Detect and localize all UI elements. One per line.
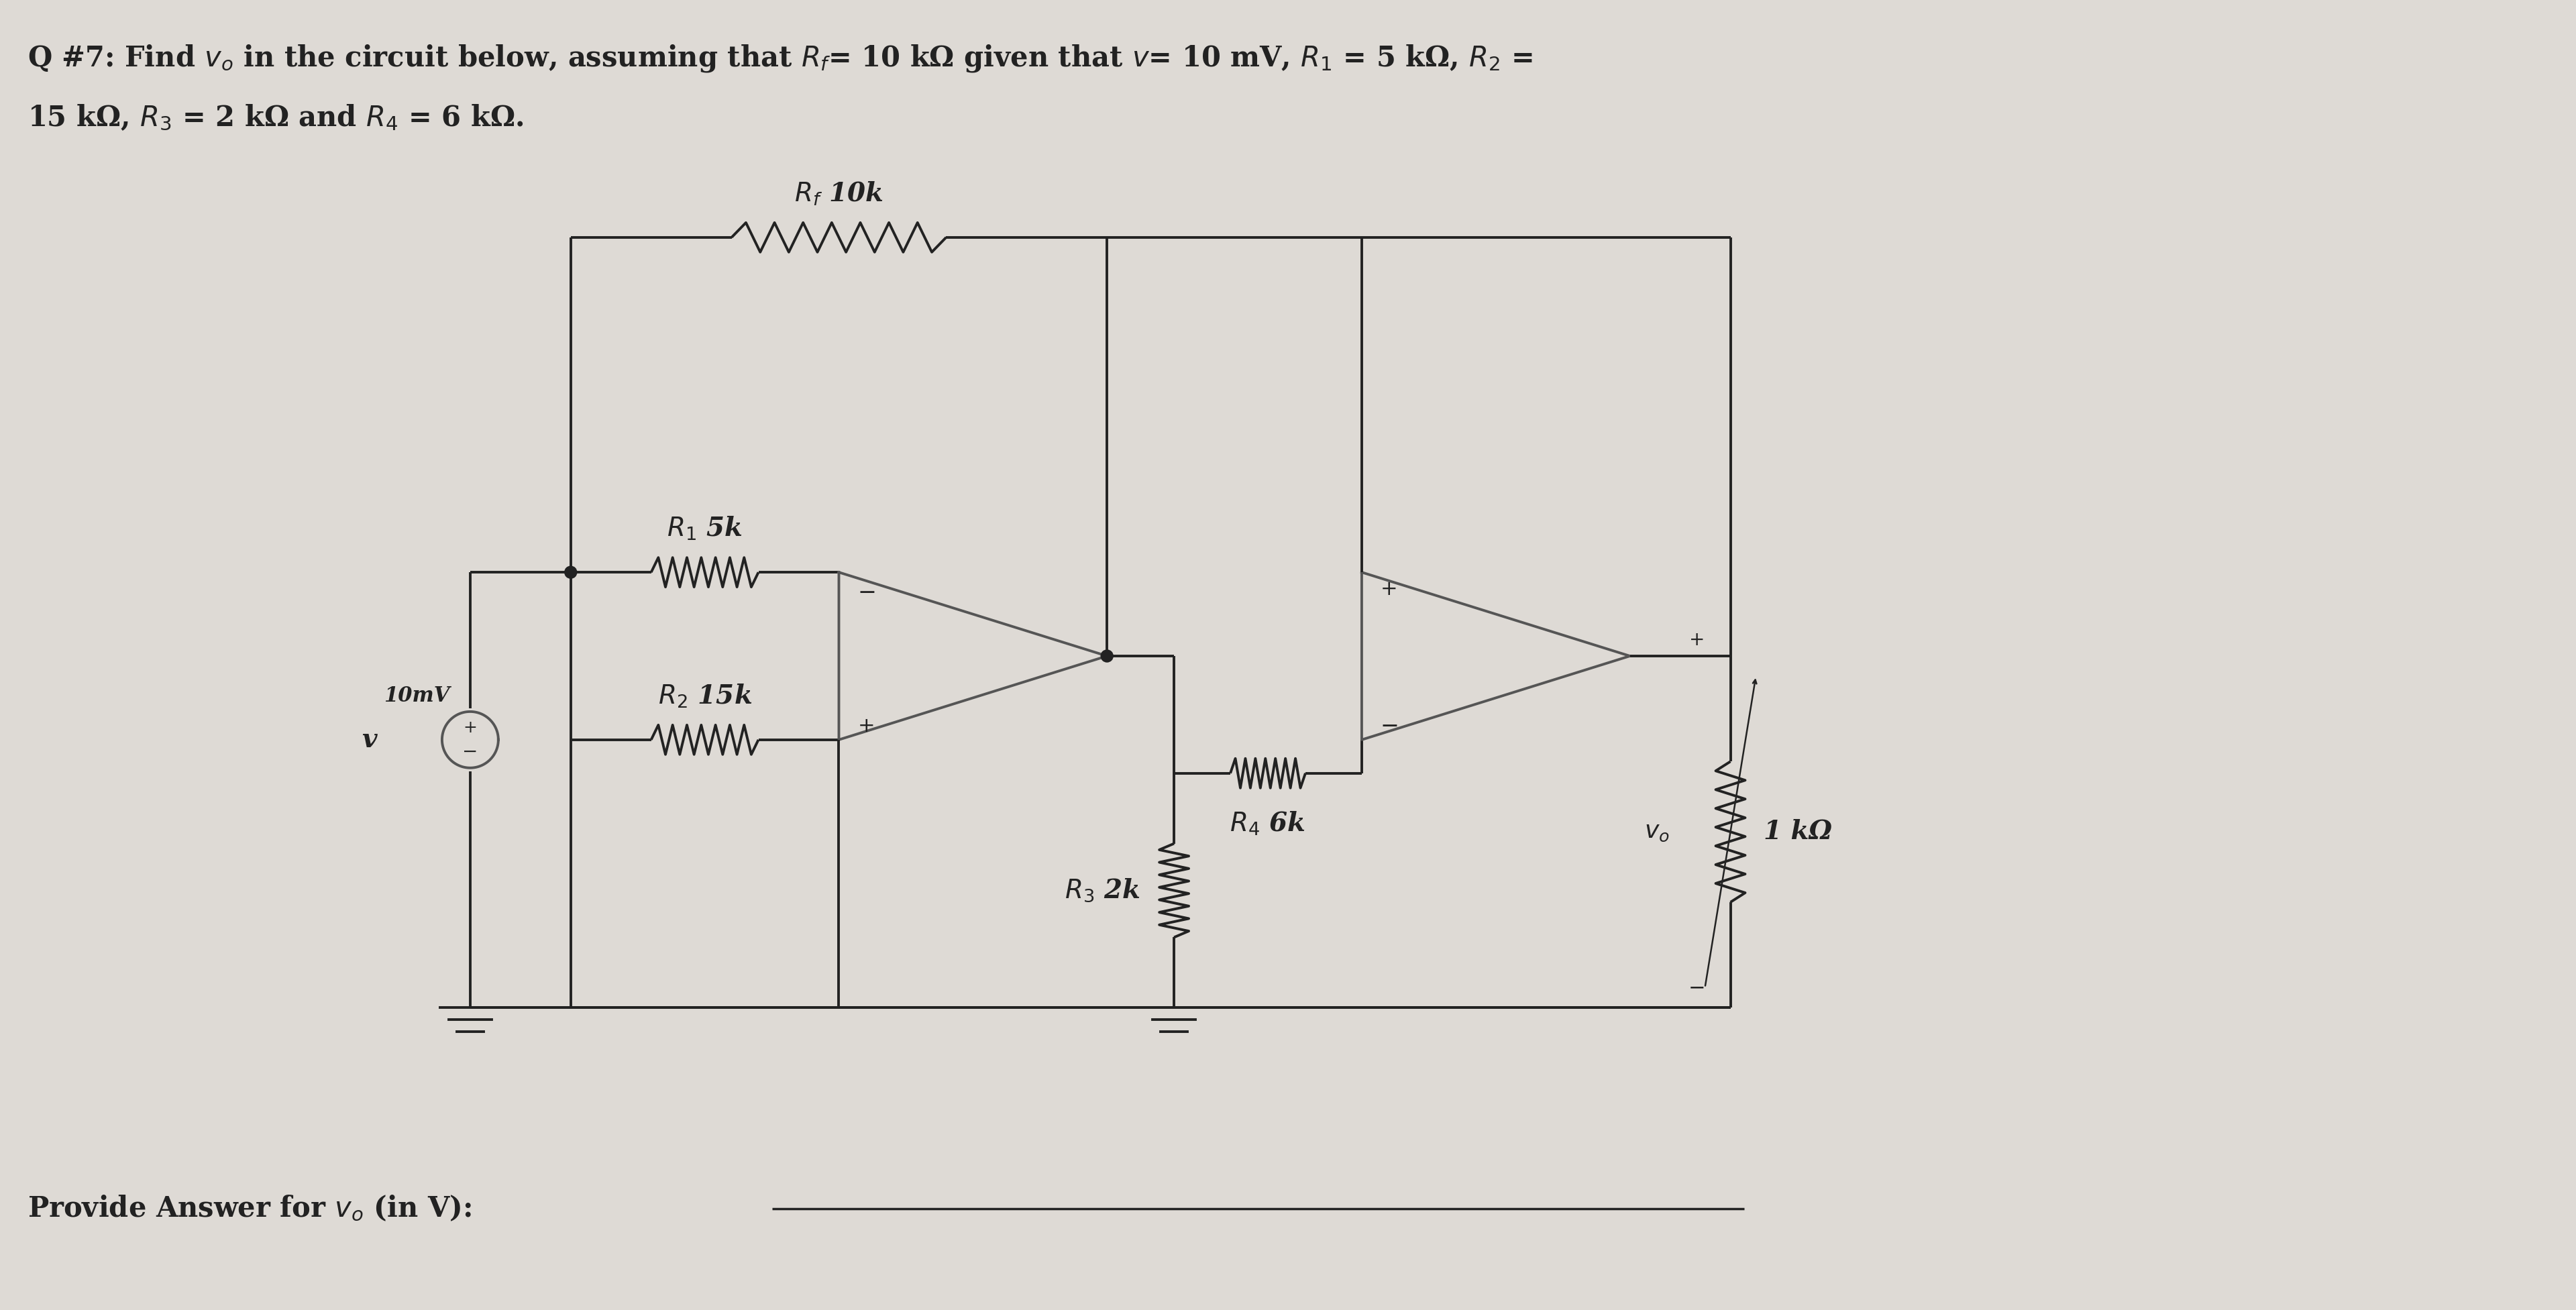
Text: $R_3$ 2k: $R_3$ 2k xyxy=(1064,878,1141,904)
Text: −: − xyxy=(858,582,876,604)
Text: −: − xyxy=(1381,715,1399,738)
Circle shape xyxy=(1100,650,1113,662)
Circle shape xyxy=(564,566,577,578)
Text: 1 kΩ: 1 kΩ xyxy=(1765,819,1832,845)
Text: Q #7: Find $v_o$ in the circuit below, assuming that $R_f$= 10 kΩ given that $v$: Q #7: Find $v_o$ in the circuit below, a… xyxy=(28,43,1533,73)
Text: $R_4$ 6k: $R_4$ 6k xyxy=(1229,810,1306,837)
Text: 15 kΩ, $R_3$ = 2 kΩ and $R_4$ = 6 kΩ.: 15 kΩ, $R_3$ = 2 kΩ and $R_4$ = 6 kΩ. xyxy=(28,103,523,132)
Text: −: − xyxy=(461,743,479,761)
Text: $R_2$ 15k: $R_2$ 15k xyxy=(657,683,752,710)
Text: +: + xyxy=(1381,579,1399,599)
Text: v: v xyxy=(363,727,376,752)
Text: +: + xyxy=(858,717,876,736)
Text: −: − xyxy=(1687,979,1705,998)
Text: $R_1$ 5k: $R_1$ 5k xyxy=(667,515,742,542)
Text: 10mV: 10mV xyxy=(384,685,451,706)
Text: $v_o$: $v_o$ xyxy=(1643,820,1669,844)
Text: +: + xyxy=(464,720,477,736)
Text: Provide Answer for $v_o$ (in V):: Provide Answer for $v_o$ (in V): xyxy=(28,1195,471,1224)
Text: +: + xyxy=(1690,630,1705,650)
Text: $R_f$ 10k: $R_f$ 10k xyxy=(793,181,884,207)
